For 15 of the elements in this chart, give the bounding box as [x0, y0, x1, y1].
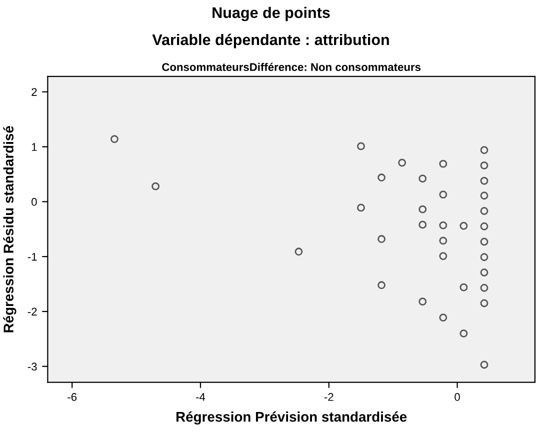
y-tick-label: -2 [28, 308, 37, 316]
x-tick-label: -6 [68, 393, 77, 401]
y-tick-label: 1 [32, 143, 37, 151]
y-tick-label: 2 [32, 88, 37, 96]
y-tick-label: -3 [28, 362, 37, 371]
y-tick-label: -1 [28, 252, 37, 261]
chart-subtitle: Variable dépendante : attribution [152, 34, 389, 48]
x-tick-label: -2 [324, 393, 334, 401]
y-axis-title: Régression Résidu standardisé [3, 126, 16, 332]
x-tick-label: 0 [454, 393, 460, 401]
x-tick-label: -4 [196, 393, 206, 401]
text: ConsommateursDifférence: Non consommateurs [162, 62, 421, 72]
y-tick-label: 0 [32, 198, 37, 206]
chart-title: Nuage de points [212, 6, 330, 22]
x-axis-title: Régression Prévision standardisée [176, 411, 407, 425]
